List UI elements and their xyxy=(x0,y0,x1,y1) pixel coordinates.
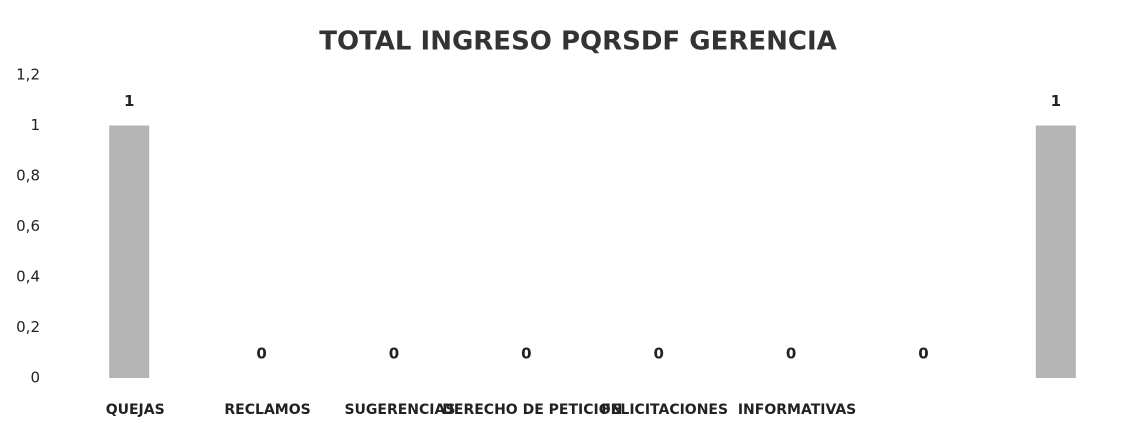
y-tick-label: 0,2 xyxy=(16,318,40,336)
x-tick-label: INFORMATIVAS xyxy=(738,402,856,418)
y-tick-label: 0,8 xyxy=(16,167,40,185)
value-label: 0 xyxy=(786,345,796,363)
value-label: 0 xyxy=(256,345,266,363)
x-tick-label: RECLAMOS xyxy=(224,402,310,418)
bar xyxy=(109,125,150,378)
chart-title: TOTAL INGRESO PQRSDF GERENCIA xyxy=(319,27,837,57)
value-label: 0 xyxy=(389,345,399,363)
value-label: 0 xyxy=(521,345,531,363)
value-label: 0 xyxy=(653,345,663,363)
value-label: 0 xyxy=(918,345,928,363)
y-tick-label: 0,4 xyxy=(16,268,40,286)
y-tick-label: 0,6 xyxy=(16,217,40,235)
y-tick-label: 1 xyxy=(30,116,40,134)
bar xyxy=(1035,125,1076,378)
x-tick-label: SUGERENCIAS xyxy=(344,402,455,418)
x-tick-label: DERECHO DE PETICION xyxy=(442,402,622,418)
x-tick-label: QUEJAS xyxy=(106,402,165,418)
x-tick-label: FELICITACIONES xyxy=(601,402,728,418)
value-label: 1 xyxy=(124,92,134,110)
y-tick-label: 1,2 xyxy=(16,66,40,84)
y-tick-label: 0 xyxy=(30,369,40,387)
value-label: 1 xyxy=(1051,92,1061,110)
